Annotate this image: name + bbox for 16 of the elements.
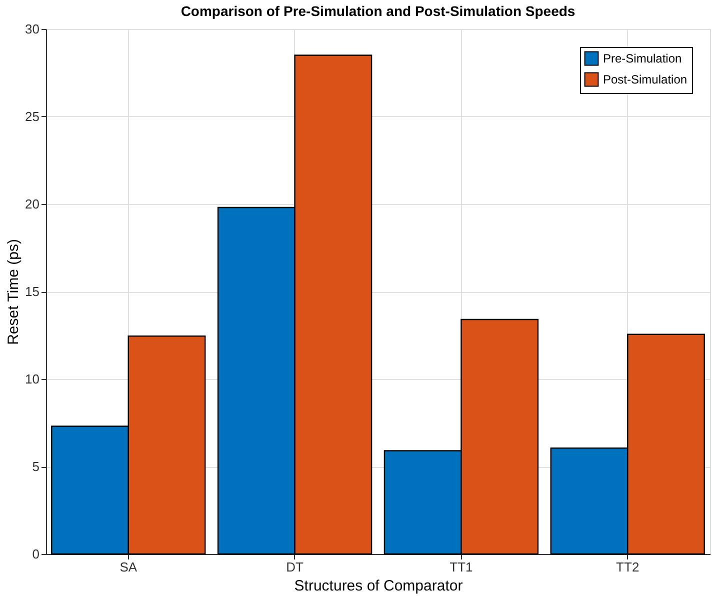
x-tick-label: TT2 [616, 560, 640, 574]
y-tick-label: 20 [25, 196, 40, 212]
x-tick-label: SA [120, 560, 138, 574]
x-tick-label: TT1 [450, 560, 473, 574]
y-tick-label: 25 [25, 109, 40, 124]
y-tick-label: 10 [25, 372, 40, 386]
x-axis-title: Structures of Comparator [294, 578, 463, 594]
legend-label: Post-Simulation [603, 72, 688, 86]
y-tick-label: 0 [32, 546, 40, 562]
y-axis-title: Reset Time (ps) [5, 239, 22, 345]
y-tick-label: 5 [32, 459, 40, 474]
x-tick-label: DT [286, 560, 304, 574]
chart-title: Comparison of Pre-Simulation and Post-Simulation Speeds [180, 3, 576, 19]
y-tick-label: 30 [25, 22, 40, 36]
legend-label: Pre-Simulation [603, 52, 682, 66]
y-tick-label: 15 [25, 284, 40, 299]
